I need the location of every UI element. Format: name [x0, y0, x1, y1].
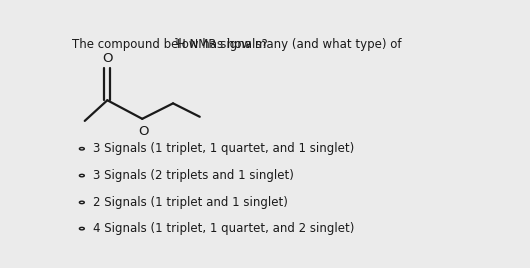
Text: O: O	[138, 125, 148, 139]
Text: O: O	[102, 52, 112, 65]
Text: 2 Signals (1 triplet and 1 singlet): 2 Signals (1 triplet and 1 singlet)	[93, 196, 288, 209]
Text: The compound below has how many (and what type) of: The compound below has how many (and wha…	[73, 38, 405, 51]
Text: 3 Signals (1 triplet, 1 quartet, and 1 singlet): 3 Signals (1 triplet, 1 quartet, and 1 s…	[93, 142, 355, 155]
Text: 4 Signals (1 triplet, 1 quartet, and 2 singlet): 4 Signals (1 triplet, 1 quartet, and 2 s…	[93, 222, 355, 235]
Text: 3 Signals (2 triplets and 1 singlet): 3 Signals (2 triplets and 1 singlet)	[93, 169, 294, 182]
Text: H NMR signals?: H NMR signals?	[177, 38, 268, 51]
Text: 1: 1	[174, 38, 180, 47]
